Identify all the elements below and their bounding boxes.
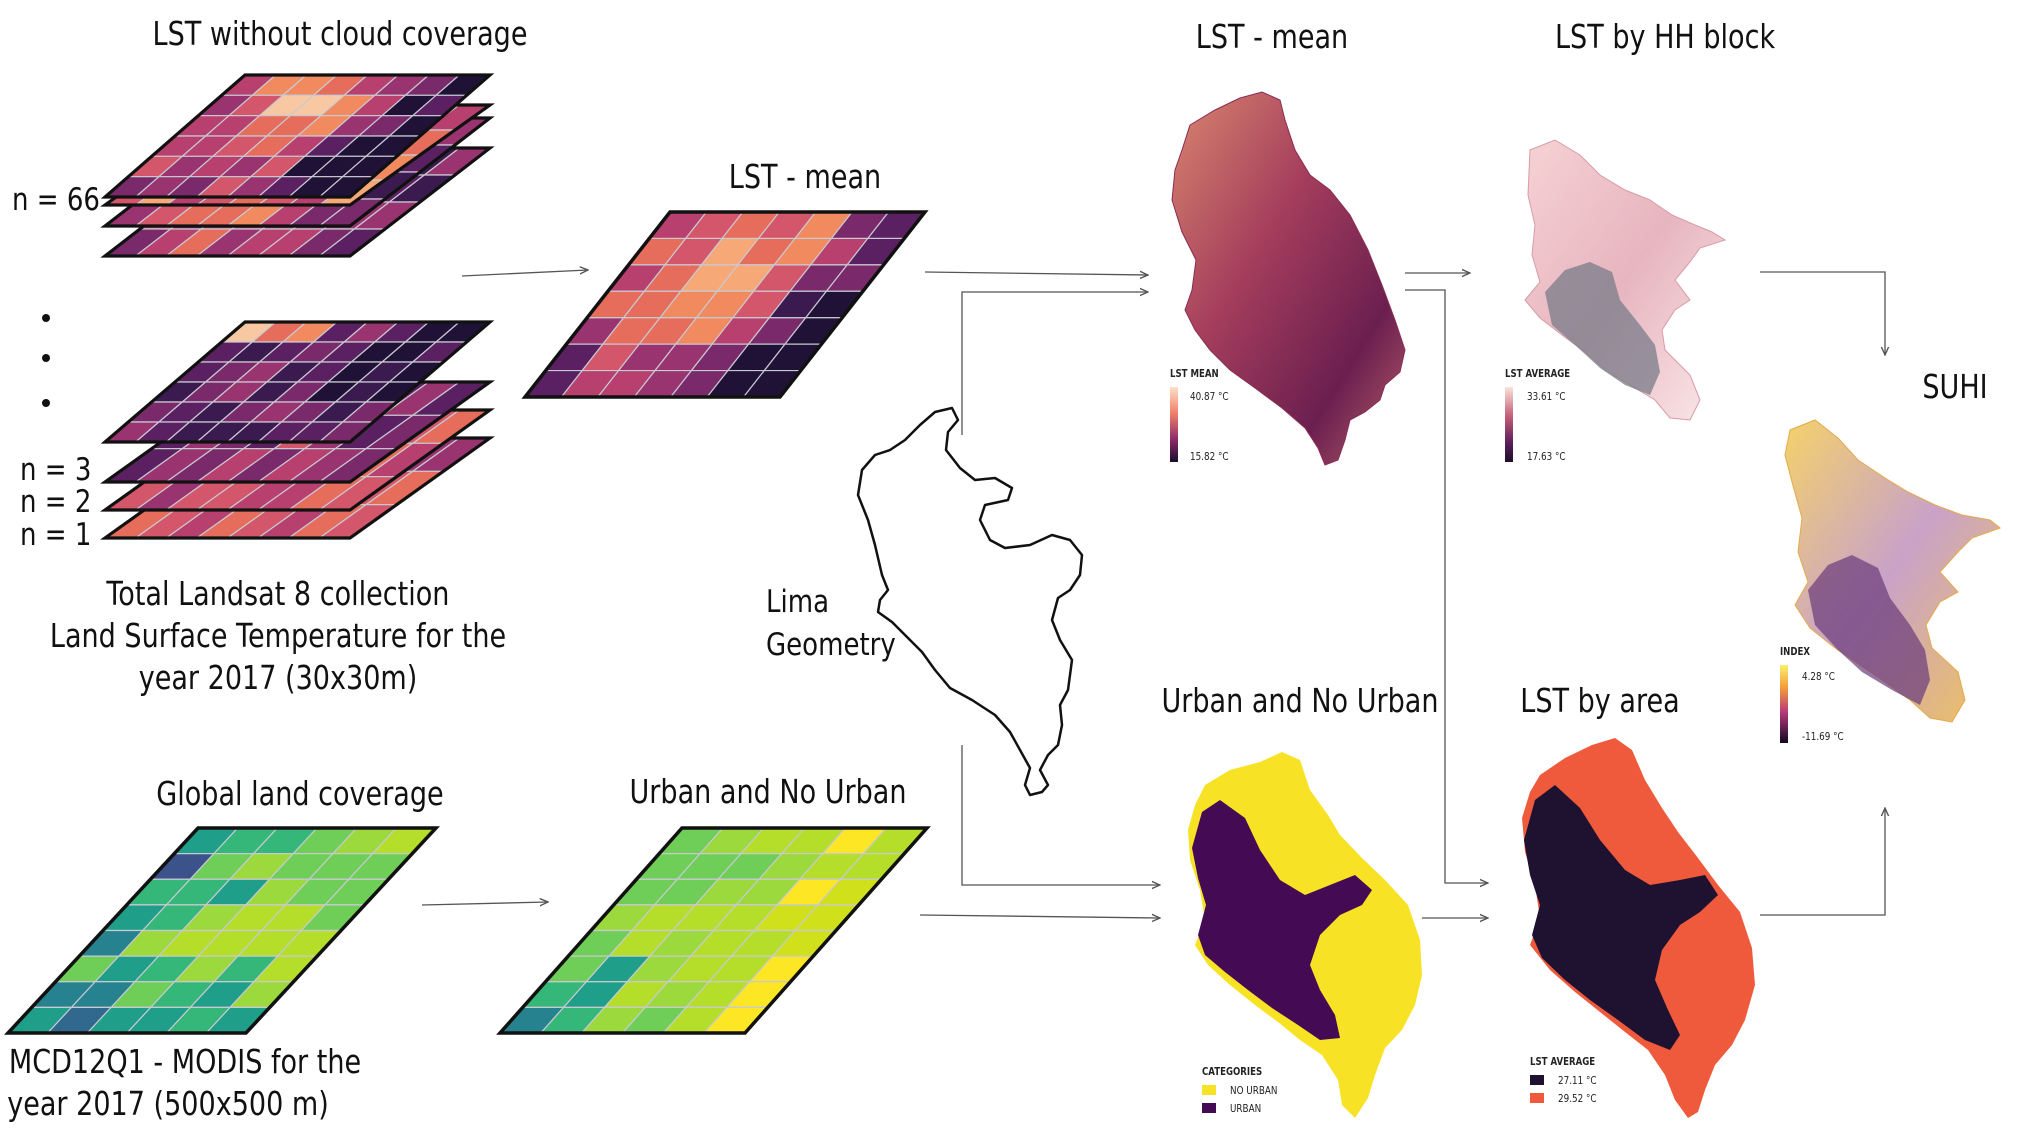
- legend-suhi-ramp: [1780, 665, 1788, 743]
- urban-grid-title: Urban and No Urban: [629, 773, 906, 811]
- legend-lst-hh-ramp: [1505, 387, 1513, 462]
- grid-border: [3, 826, 441, 1035]
- lst-stack-title: LST without cloud coverage: [153, 15, 528, 53]
- map-lst-hh-urban-core: [1545, 262, 1660, 395]
- ellipsis-dot: [42, 354, 50, 362]
- map-lst-mean-title: LST - mean: [1196, 18, 1348, 56]
- map-urban-title: Urban and No Urban: [1161, 682, 1438, 720]
- map-suhi-urban-core: [1808, 555, 1930, 705]
- map-suhi-title: SUHI: [1922, 368, 1987, 406]
- legend-lst-hh-min: 17.63 °C: [1527, 451, 1566, 463]
- legend-urban-label-no-urban: NO URBAN: [1230, 1085, 1277, 1097]
- raster-grids: [3, 73, 931, 1035]
- modis-line-2: year 2017 (500x500 m): [7, 1085, 329, 1123]
- lst-mean-grid: [521, 210, 929, 399]
- n-label-2: n = 2: [20, 483, 91, 520]
- legend-urban-label-urban: URBAN: [1230, 1103, 1261, 1115]
- land-coverage-grid: [3, 826, 441, 1035]
- geometry-line-2: Geometry: [766, 626, 896, 663]
- modis-line-1: MCD12Q1 - MODIS for the: [9, 1043, 361, 1081]
- caption-line-1: Total Landsat 8 collection: [105, 575, 449, 613]
- map-lst-area-cool: [1524, 785, 1718, 1050]
- map-lst-mean: [1171, 91, 1406, 466]
- map-lst-hh-title: LST by HH block: [1555, 18, 1776, 56]
- n-top-label: n = 66: [12, 181, 100, 218]
- legend-lst-hh-max: 33.61 °C: [1527, 391, 1566, 403]
- map-lst-hh: [1524, 139, 1727, 421]
- map-urban-urban-area: [1192, 800, 1372, 1040]
- ellipsis-dot: [42, 399, 50, 407]
- grid-border: [100, 320, 495, 444]
- grid-border: [521, 210, 929, 399]
- map-lst-area-title: LST by area: [1520, 682, 1679, 720]
- urban-grid: [496, 826, 931, 1035]
- legend-urban-title: CATEGORIES: [1202, 1066, 1262, 1078]
- legend-suhi-title: INDEX: [1780, 646, 1810, 658]
- caption-line-3: year 2017 (30x30m): [139, 659, 418, 697]
- legend-suhi-max: 4.28 °C: [1802, 671, 1835, 683]
- legend-lst-mean-min: 15.82 °C: [1190, 451, 1229, 463]
- legend-lst-area-label-warm: 29.52 °C: [1558, 1093, 1597, 1105]
- mean-grid-title: LST - mean: [729, 158, 881, 196]
- ellipsis-dot: [42, 314, 50, 322]
- grid-border: [100, 73, 495, 199]
- legend-lst-area-swatch-cool: [1530, 1075, 1544, 1085]
- geometry-line-1: Lima: [766, 583, 829, 620]
- lst-stack-bottom-top: [100, 320, 495, 444]
- lst-stack-top: [100, 73, 495, 199]
- legend-lst-area-title: LST AVERAGE: [1530, 1056, 1595, 1068]
- legend-lst-area-swatch-warm: [1530, 1093, 1544, 1103]
- legend-lst-mean-title: LST MEAN: [1170, 368, 1219, 380]
- legend-urban-swatch-urban: [1202, 1103, 1216, 1113]
- flow-connectors: [421, 270, 1885, 918]
- legend-lst-area-label-cool: 27.11 °C: [1558, 1075, 1597, 1087]
- legend-lst-mean-ramp: [1170, 387, 1178, 462]
- lima-geometry-outline: [856, 406, 1084, 797]
- legend-lst-mean-max: 40.87 °C: [1190, 391, 1229, 403]
- legend-lst-hh-title: LST AVERAGE: [1505, 368, 1570, 380]
- glc-title: Global land coverage: [156, 775, 443, 813]
- legend-urban-swatch-no-urban: [1202, 1085, 1216, 1095]
- grid-border: [496, 826, 931, 1035]
- n-label-1: n = 1: [20, 516, 91, 553]
- caption-line-2: Land Surface Temperature for the: [50, 617, 506, 655]
- legend-suhi-min: -11.69 °C: [1802, 731, 1844, 743]
- n-label-3: n = 3: [20, 451, 91, 488]
